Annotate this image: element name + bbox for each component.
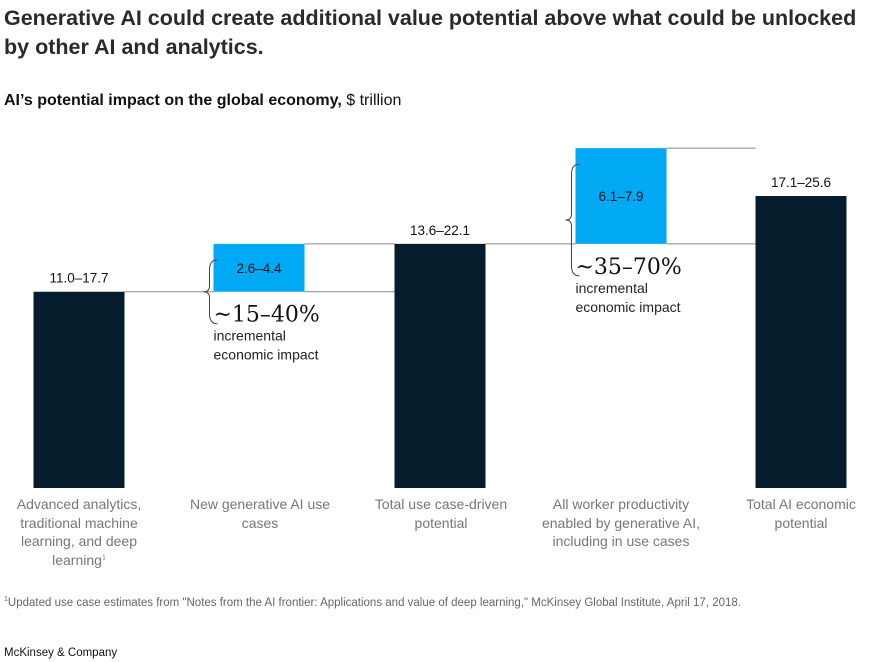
annotation-caption-line2-1: economic impact xyxy=(576,299,681,315)
subtitle-unit: $ trillion xyxy=(346,92,402,109)
category-label-4: Total AI economic potential xyxy=(746,496,856,531)
category-label-0: Advanced analytics, traditional machine … xyxy=(4,495,154,569)
category-label-0-text: Advanced analytics, traditional machine … xyxy=(16,496,142,568)
footnote-marker: 1 xyxy=(4,596,8,604)
subtitle-main: AI’s potential impact on the global econ… xyxy=(4,92,342,109)
value-label-0: 11.0–17.7 xyxy=(49,271,108,286)
value-label-4: 17.1–25.6 xyxy=(771,175,831,190)
category-label-2: Total use case-driven potential xyxy=(374,496,508,531)
annotation-percent-1: ~35–70% xyxy=(576,255,682,280)
brand-logo-text: McKinsey & Company xyxy=(4,647,118,659)
category-label-1: New generative AI use cases xyxy=(189,496,331,531)
bar-2 xyxy=(394,243,486,488)
bar-0 xyxy=(33,291,125,488)
category-label-3: All worker productivity enabled by gener… xyxy=(541,496,700,549)
bar-3 xyxy=(575,148,667,244)
value-label-1: 2.6–4.4 xyxy=(236,261,282,276)
value-label-2: 13.6–22.1 xyxy=(410,223,470,238)
value-label-3: 6.1–7.9 xyxy=(598,189,643,204)
bar-1 xyxy=(213,243,305,292)
category-footnote-marker: 1 xyxy=(101,553,106,561)
footnote-text: Updated use case estimates from "Notes f… xyxy=(7,597,741,609)
annotation-caption-line2-0: economic impact xyxy=(214,347,319,363)
annotation-caption-line1-1: incremental xyxy=(576,280,648,296)
bar-4 xyxy=(755,196,847,488)
chart-title: Generative AI could create additional va… xyxy=(4,6,857,59)
annotation-brace-1 xyxy=(565,163,580,277)
footnote: 1Updated use case estimates from "Notes … xyxy=(4,596,741,609)
annotation-percent-0: ~15–40% xyxy=(214,303,320,328)
chart-subtitle: AI’s potential impact on the global econ… xyxy=(4,92,401,110)
annotation-caption-line1-0: incremental xyxy=(214,328,286,344)
waterfall-chart: 11.0–17.7 2.6–4.4 13.6–22.1 6.1–7.9 17.1–25.… xyxy=(33,147,847,488)
annotation-brace-0 xyxy=(203,259,218,325)
